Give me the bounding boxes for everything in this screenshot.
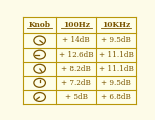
Text: + 5dB: + 5dB <box>65 93 88 101</box>
Text: + 11.1dB: + 11.1dB <box>99 65 134 73</box>
Text: + 9.5dB: + 9.5dB <box>101 79 131 87</box>
Text: + 6.8dB: + 6.8dB <box>101 93 131 101</box>
Text: 100Hz: 100Hz <box>63 21 90 29</box>
Text: + 14dB: + 14dB <box>62 36 90 45</box>
Text: + 11.1dB: + 11.1dB <box>99 51 134 59</box>
Text: + 7.2dB: + 7.2dB <box>61 79 91 87</box>
Text: + 12.6dB: + 12.6dB <box>59 51 94 59</box>
Text: + 9.5dB: + 9.5dB <box>101 36 131 45</box>
Text: 10KHz: 10KHz <box>102 21 130 29</box>
Text: Knob: Knob <box>29 21 51 29</box>
Text: + 8.2dB: + 8.2dB <box>61 65 91 73</box>
